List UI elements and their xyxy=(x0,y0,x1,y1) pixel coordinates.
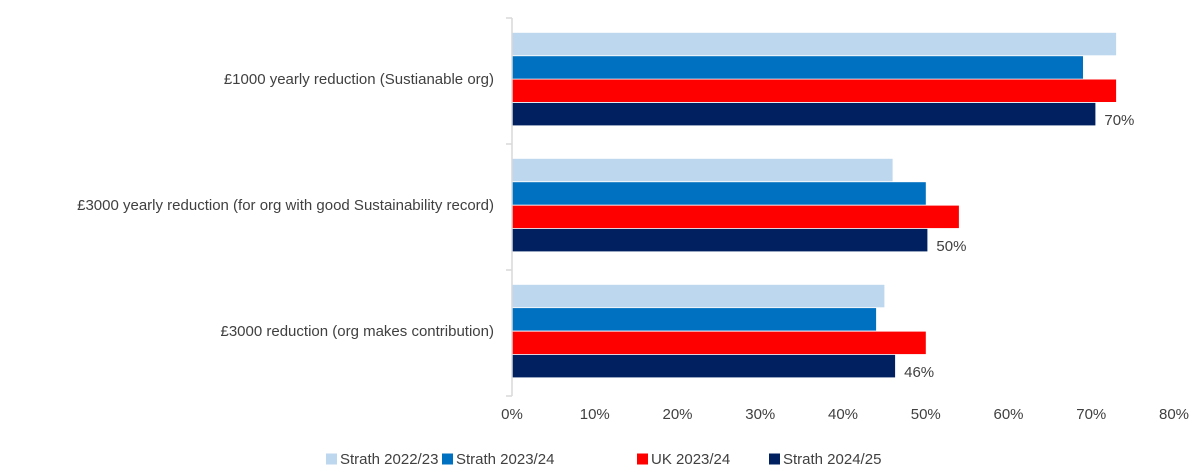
legend-label: Strath 2022/23 xyxy=(340,451,438,468)
legend-swatch xyxy=(326,453,337,465)
bar xyxy=(512,228,928,252)
bar xyxy=(512,205,959,229)
bar xyxy=(512,158,893,182)
bar xyxy=(512,331,926,355)
bar xyxy=(512,284,885,308)
data-label: 46% xyxy=(904,364,934,381)
x-tick-label: 0% xyxy=(501,406,523,423)
x-tick-label: 20% xyxy=(662,406,692,423)
bar xyxy=(512,56,1083,79)
legend-swatch xyxy=(637,453,648,465)
legend-label: UK 2023/24 xyxy=(651,451,730,468)
x-tick-label: 50% xyxy=(911,406,941,423)
category-labels: £1000 yearly reduction (Sustianable org)… xyxy=(77,71,494,340)
legend-label: Strath 2024/25 xyxy=(783,451,881,468)
legend-label: Strath 2023/24 xyxy=(456,451,554,468)
category-axis-ticks xyxy=(506,17,512,397)
x-tick-label: 60% xyxy=(993,406,1023,423)
x-tick-label: 10% xyxy=(580,406,610,423)
bar xyxy=(512,32,1117,56)
category-label: £3000 yearly reduction (for org with goo… xyxy=(77,197,494,214)
bar xyxy=(512,102,1096,126)
data-labels: 70% 50% 46% xyxy=(904,112,1134,381)
x-tick-label: 30% xyxy=(745,406,775,423)
legend-swatch xyxy=(442,453,453,465)
x-tick-label: 70% xyxy=(1076,406,1106,423)
x-tick-labels: 0% 10% 20% 30% 40% 50% 60% 70% 80% xyxy=(501,406,1189,423)
bar xyxy=(512,308,877,331)
data-label: 70% xyxy=(1104,112,1134,129)
x-tick-label: 40% xyxy=(828,406,858,423)
category-label: £1000 yearly reduction (Sustianable org) xyxy=(224,71,494,88)
bar xyxy=(512,182,926,205)
bar xyxy=(512,79,1117,102)
category-label: £3000 reduction (org makes contribution) xyxy=(221,323,495,340)
data-label: 50% xyxy=(936,238,966,255)
bars-layer xyxy=(512,32,1117,378)
legend: Strath 2022/23 Strath 2023/24 UK 2023/24 St… xyxy=(326,451,881,468)
legend-swatch xyxy=(769,453,780,465)
x-tick-label: 80% xyxy=(1159,406,1189,423)
bar xyxy=(512,354,896,378)
